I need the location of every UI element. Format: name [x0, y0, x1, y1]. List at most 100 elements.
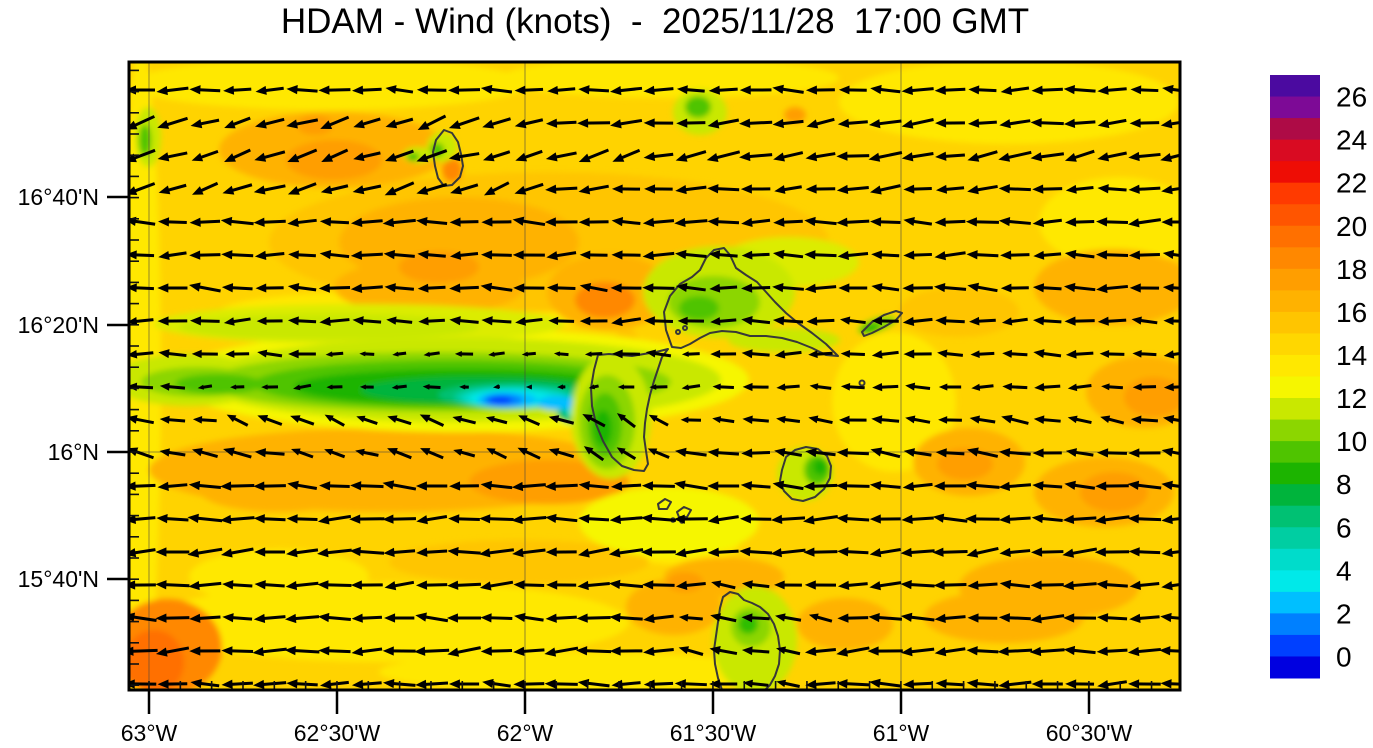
wind-arrow-head	[514, 185, 527, 195]
wind-speed-contour-blob	[442, 158, 462, 182]
wind-arrow-head	[643, 85, 655, 95]
wind-arrow-head	[290, 448, 301, 456]
wind-arrow-shaft	[1036, 614, 1065, 621]
wind-arrow-head	[319, 481, 331, 491]
wind-speed-contour-blob	[407, 153, 419, 161]
wind-arrow-head	[576, 646, 588, 656]
wind-arrow-head	[577, 580, 589, 591]
wind-arrow-head	[840, 350, 851, 358]
wind-arrow-shaft	[777, 516, 806, 522]
wind-arrow-head	[741, 349, 753, 359]
wind-arrow-head	[868, 152, 881, 162]
wind-arrow-head	[129, 481, 136, 491]
wind-arrow-head	[1067, 415, 1078, 424]
wind-arrow-head	[448, 120, 461, 129]
wind-arrow-head	[319, 316, 331, 326]
wind-arrow-head	[965, 480, 977, 491]
wind-arrow-head	[293, 384, 301, 391]
wind-arrow-head	[1065, 448, 1077, 457]
wind-arrow-head	[612, 153, 625, 162]
wind-arrow-head	[517, 447, 528, 456]
wind-arrow-head	[1163, 316, 1174, 326]
wind-arrow-head	[351, 647, 364, 657]
colorbar-cell	[1270, 591, 1320, 614]
wind-arrow-shaft	[162, 616, 190, 620]
wind-arrow-head	[707, 481, 719, 491]
wind-arrow-head	[676, 118, 688, 128]
wind-arrow-head	[1000, 250, 1012, 260]
wind-arrow-head	[707, 217, 719, 227]
wind-arrow-head	[577, 118, 589, 128]
wind-arrow-head	[742, 415, 753, 424]
wind-arrow-head	[612, 349, 623, 359]
wind-arrow-head	[1033, 316, 1045, 326]
wind-arrow-head	[675, 447, 687, 457]
wind-arrow-head	[1100, 415, 1111, 424]
lon-tick-label: 63°W	[121, 720, 178, 746]
wind-arrow-shaft	[291, 648, 320, 654]
wind-arrow-shaft	[842, 484, 870, 488]
colorbar-cell	[1270, 290, 1320, 313]
wind-arrow-head	[935, 448, 947, 458]
wind-arrow-head	[806, 316, 818, 326]
wind-arrow-head	[385, 119, 398, 129]
islet-outline	[858, 379, 866, 387]
wind-arrow-head	[583, 446, 594, 455]
wind-arrow-shaft	[227, 219, 254, 226]
wind-arrow-head	[741, 613, 753, 623]
wind-arrow-head	[741, 250, 753, 260]
wind-arrow-head	[643, 613, 655, 624]
wind-arrow-head	[935, 151, 947, 161]
wind-arrow-shaft	[810, 483, 838, 488]
wind-arrow-head	[681, 351, 689, 357]
wind-arrow-head	[254, 250, 267, 260]
wind-arrow-head	[837, 580, 850, 590]
wind-arrow-head	[966, 548, 979, 558]
colorbar-cell	[1270, 570, 1320, 593]
wind-arrow-head	[1127, 646, 1140, 657]
wind-arrow-head	[483, 186, 496, 196]
wind-arrow-head	[774, 185, 786, 194]
wind-arrow-head	[254, 547, 266, 557]
wind-arrow-head	[156, 514, 168, 524]
wind-arrow-head	[1064, 249, 1077, 260]
wind-arrow-shaft	[680, 219, 708, 225]
wind-arrow-head	[674, 217, 686, 228]
wind-arrow-head	[741, 448, 753, 458]
wind-arrow-head	[836, 514, 848, 524]
wind-arrow-head	[479, 514, 491, 524]
wind-arrow-head	[482, 152, 495, 162]
wind-arrow-head	[905, 415, 916, 424]
wind-arrow-head	[349, 546, 361, 557]
wind-arrow-shaft	[356, 549, 385, 555]
wind-arrow-head	[252, 647, 264, 657]
colorbar-cell	[1270, 634, 1320, 657]
wind-arrow-head	[220, 548, 233, 558]
wind-arrow-head	[741, 646, 753, 656]
wind-arrow-head	[449, 283, 461, 293]
colorbar-cell	[1270, 204, 1320, 227]
wind-arrow-shaft	[421, 614, 449, 623]
lon-tick-label: 61°W	[873, 720, 930, 746]
wind-arrow-head	[641, 481, 654, 491]
wind-arrow-head	[1097, 680, 1109, 690]
wind-arrow-head	[867, 646, 879, 656]
wind-arrow-head	[1032, 448, 1044, 458]
wind-arrow-head	[966, 646, 978, 656]
wind-arrow-head	[739, 151, 751, 162]
wind-arrow-head	[1095, 250, 1108, 260]
lat-tick-label: 16°N	[48, 439, 99, 465]
wind-arrow-head	[902, 679, 915, 689]
wind-arrow-head	[937, 349, 948, 358]
colorbar-tick-label: 4	[1336, 555, 1352, 586]
wind-arrow-head	[1101, 383, 1110, 391]
wind-arrow-head	[966, 678, 978, 689]
wind-arrow-head	[1062, 580, 1074, 591]
wind-arrow-head	[900, 612, 913, 622]
wind-speed-contour-blob	[728, 328, 840, 352]
wind-arrow-head	[224, 153, 236, 163]
wind-arrow-shaft	[453, 582, 481, 587]
wind-arrow-head	[643, 118, 655, 128]
